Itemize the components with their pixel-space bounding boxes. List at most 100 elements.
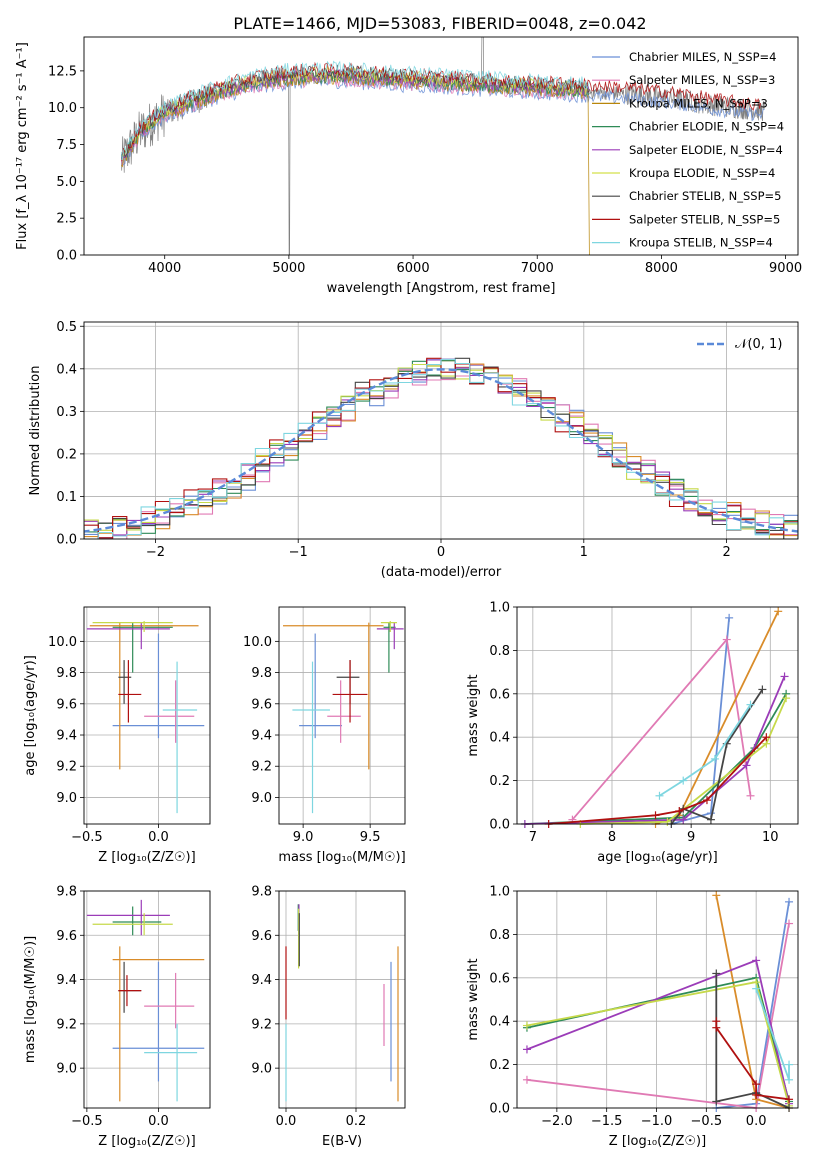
massweight-vs-age-panel: 7 8 9 10 0.0 0.2 0.4 0.6 0.8 1.0 age [log₁₀(age/yr… (466, 601, 799, 865)
y-tick-label: 9.2 (251, 760, 272, 775)
mass-vs-EBV-panel: 0.0 0.2 9.0 9.2 9.4 9.6 9.8 E(B-V) (251, 885, 406, 1149)
mass-weight-marker (752, 984, 761, 993)
mass-weight-marker (679, 815, 688, 824)
y-tick-label: 9.0 (56, 791, 77, 806)
y-tick-label: 9.4 (251, 973, 272, 988)
x-tick-label: 9000 (769, 261, 802, 276)
x-tick-label: −2 (146, 545, 165, 560)
axes-frame (83, 36, 799, 256)
mass-weight-marker (522, 1021, 531, 1030)
mass-weight-marker (752, 1090, 761, 1099)
y-tick-label: 9.8 (56, 885, 77, 900)
x-tick-label: 10 (762, 830, 779, 845)
mass-weight-marker (762, 733, 771, 742)
mass-weight-marker (522, 1075, 531, 1084)
massweight-vs-Z-panel: −2.0 −1.5 −1.0 −0.5 0.0 0.0 0.2 0.4 0.6 0.8 1.0 Z [… (466, 885, 799, 1149)
x-tick-label: 5000 (272, 261, 305, 276)
axes-frame (516, 606, 799, 825)
mass-weight-marker (752, 956, 761, 965)
y-tick-label: 0.2 (489, 1058, 510, 1073)
residual-histogram (84, 358, 798, 539)
x-axis-label: Z [log₁₀(Z/Z☉)] (609, 1134, 706, 1149)
mass-weight-marker (742, 761, 751, 770)
x-tick-label: −1.0 (641, 1114, 673, 1129)
model-spectrum-line (120, 60, 590, 161)
mass-weight-marker (785, 897, 794, 906)
mass-weight-line (526, 976, 790, 1102)
residual-histogram (84, 364, 798, 539)
x-tick-label: 4000 (148, 261, 181, 276)
y-tick-label: 2.5 (56, 212, 77, 227)
mass-weight-marker (522, 1045, 531, 1054)
y-tick-label: 7.5 (56, 138, 77, 153)
y-tick-label: 9.0 (251, 1062, 272, 1077)
y-tick-label: 9.6 (56, 929, 77, 944)
mass-weight-marker (746, 700, 755, 709)
y-tick-label: 0.0 (489, 818, 510, 833)
mass-weight-marker (758, 685, 767, 694)
y-axis-label: age [log₁₀(age/yr)] (23, 655, 38, 776)
mass-weight-marker (785, 1060, 794, 1069)
x-tick-label: 0.2 (346, 1114, 367, 1129)
y-tick-label: 0.6 (489, 687, 510, 702)
y-tick-label: 5.0 (56, 175, 77, 190)
x-tick-label: −1 (289, 545, 308, 560)
x-tick-label: −2.0 (541, 1114, 573, 1129)
y-tick-label: 9.4 (56, 973, 77, 988)
mass-weight-marker (651, 811, 660, 820)
mass-weight-marker (725, 613, 734, 622)
legend-entry: 𝒩(0, 1) (735, 337, 782, 352)
mass-weight-marker (774, 607, 783, 616)
mass-weight-marker (712, 1097, 721, 1106)
x-tick-label: 0.0 (148, 830, 169, 845)
legend-entry: Kroupa MILES, N_SSP=3 (629, 96, 768, 110)
mass-weight-line (659, 704, 752, 797)
mass-weight-marker (655, 791, 664, 800)
mass-vs-Z-panel: −0.5 0.0 9.0 9.2 9.4 9.6 9.8 Z [log₁₀(Z/Z☉)] mas… (23, 885, 211, 1149)
x-axis-label: wavelength [Angstrom, rest frame] (327, 281, 556, 296)
mass-weight-marker (706, 815, 715, 824)
age-vs-mass-panel: 9.0 9.5 9.0 9.2 9.4 9.6 9.8 10.0 mass [log₁₀(M/M… (243, 606, 406, 865)
legend-entry: Kroupa ELODIE, N_SSP=4 (629, 166, 775, 180)
residuals-plot-area (84, 357, 798, 539)
x-axis-label: Z [log₁₀(Z/Z☉)] (98, 850, 195, 865)
y-tick-label: 9.2 (56, 760, 77, 775)
legend-entry: Salpeter STELIB, N_SSP=5 (629, 212, 780, 226)
mass-weight-line (715, 973, 790, 1109)
mass-weight-marker (746, 791, 755, 800)
y-tick-label: 9.4 (56, 729, 77, 744)
mass-weight-marker (675, 806, 684, 815)
x-tick-label: −0.5 (71, 1114, 103, 1129)
mass-weight-marker (782, 694, 791, 703)
y-tick-label: 10.0 (48, 635, 77, 650)
x-axis-label: Z [log₁₀(Z/Z☉)] (98, 1134, 195, 1149)
mass-weight-marker (702, 796, 711, 805)
y-tick-label: 0.8 (489, 644, 510, 659)
x-axis-label: (data-model)/error (381, 565, 502, 580)
mass-weight-line (526, 981, 790, 1107)
y-tick-label: 0.3 (56, 405, 77, 420)
y-tick-label: 9.8 (251, 885, 272, 900)
mass-weight-marker (722, 635, 731, 644)
axes-frame (83, 890, 211, 1109)
x-tick-label: 2 (722, 545, 730, 560)
mass-weight-line (526, 923, 790, 1109)
spectrum-plot-area (120, 37, 765, 255)
mass-weight-marker (712, 891, 721, 900)
x-tick-label: 9.0 (293, 830, 314, 845)
legend-entry: Salpeter ELODIE, N_SSP=4 (629, 143, 783, 157)
legend-entry: Chabrier MILES, N_SSP=4 (629, 50, 776, 64)
y-tick-label: 0.2 (489, 774, 510, 789)
y-tick-label: 0.4 (56, 362, 77, 377)
x-tick-label: −0.5 (691, 1114, 723, 1129)
mass-weight-line (715, 895, 790, 1109)
axes-frame (83, 606, 211, 825)
axes-frame (83, 321, 799, 540)
mass-weight-marker (752, 1080, 761, 1089)
mass-weight-marker (710, 754, 719, 763)
y-tick-label: 0.8 (489, 928, 510, 943)
y-tick-label: 9.2 (251, 1017, 272, 1032)
y-tick-label: 9.6 (56, 697, 77, 712)
x-tick-label: 0 (437, 545, 445, 560)
y-tick-label: 0.6 (489, 971, 510, 986)
